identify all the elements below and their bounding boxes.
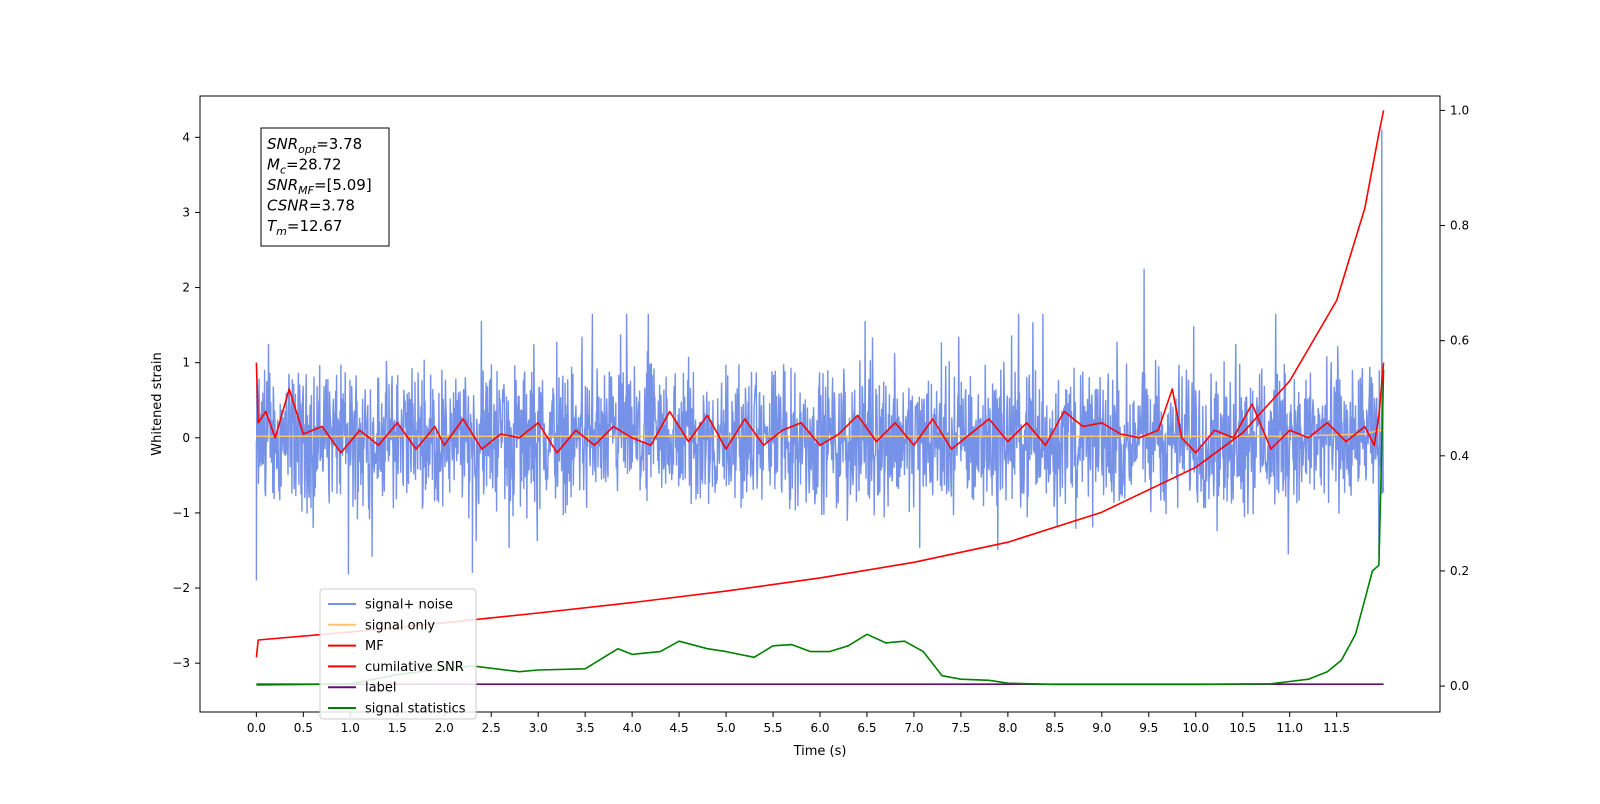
x-tick-label: 2.0 [435,721,454,735]
annotation-line: Mc=28.72 [267,156,342,177]
y-tick-label: 1 [182,356,190,370]
y-axis-label: Whitened strain [150,352,165,455]
x-tick-label: 0.0 [247,721,266,735]
x-tick-label: 9.5 [1139,721,1158,735]
x-tick-label: 0.5 [294,721,313,735]
annotation-line: Tm=12.67 [267,217,342,238]
annotation-line: CSNR=3.78 [267,197,355,215]
y2-tick-label: 0.6 [1450,334,1469,348]
y-axis-left: −3 −2 −1 0 1 2 3 4 [172,130,200,670]
y-tick-label: −2 [172,581,190,595]
x-tick-label: 1.0 [341,721,360,735]
x-tick-label: 6.5 [857,721,876,735]
x-tick-label: 11.5 [1323,721,1350,735]
y-tick-label: 2 [182,281,190,295]
y-axis-right: 0.0 0.2 0.4 0.6 0.8 1.0 [1440,103,1469,693]
series-signal-statistics [256,369,1385,686]
y2-tick-label: 0.8 [1450,219,1469,233]
y2-tick-label: 0.0 [1450,679,1469,693]
legend-label: cumilative SNR [365,660,464,675]
x-tick-label: 4.0 [623,721,642,735]
y-tick-label: 3 [182,205,190,219]
y2-tick-label: 0.4 [1450,449,1469,463]
annotation-box: SNRopt=3.78Mc=28.72SNRMF=[5.09]CSNR=3.78… [260,127,390,247]
x-axis: 0.0 0.5 1.0 1.5 2.0 2.5 3.0 3.5 4.0 4.5 5.0 5.5 6.0 6… [247,712,1350,735]
x-tick-label: 7.5 [951,721,970,735]
legend-label: signal statistics [365,702,466,717]
legend-label: signal only [365,618,435,633]
x-tick-label: 3.0 [529,721,548,735]
legend: signal+ noise signal only MF cumilative SNR… [319,588,477,720]
y2-tick-label: 0.2 [1450,564,1469,578]
legend-label: MF [365,639,384,654]
x-tick-label: 4.5 [670,721,689,735]
y-tick-label: −3 [172,656,190,670]
x-tick-label: 1.5 [388,721,407,735]
x-tick-label: 8.5 [1045,721,1064,735]
x-tick-label: 10.5 [1229,721,1256,735]
x-tick-label: 7.0 [904,721,923,735]
x-tick-label: 3.5 [576,721,595,735]
x-tick-label: 2.5 [482,721,501,735]
y-tick-label: −1 [172,506,190,520]
y-tick-label: 0 [182,431,190,445]
x-tick-label: 5.5 [763,721,782,735]
legend-label: label [365,681,396,696]
series-signal-noise [255,129,1385,581]
y2-tick-label: 1.0 [1450,103,1469,117]
x-tick-label: 6.0 [810,721,829,735]
x-axis-label: Time (s) [793,744,847,759]
x-tick-label: 8.0 [998,721,1017,735]
x-tick-label: 10.0 [1182,721,1209,735]
annotation-line: SNRMF=[5.09] [267,176,372,197]
x-tick-label: 9.0 [1092,721,1111,735]
series-mf [255,362,1385,454]
x-tick-label: 11.0 [1276,721,1303,735]
annotation-line: SNRopt=3.78 [267,135,362,156]
annotation-frame [260,127,390,247]
legend-frame [319,588,477,720]
y-tick-label: 4 [182,130,190,144]
legend-label: signal+ noise [365,598,453,613]
x-tick-label: 5.0 [717,721,736,735]
